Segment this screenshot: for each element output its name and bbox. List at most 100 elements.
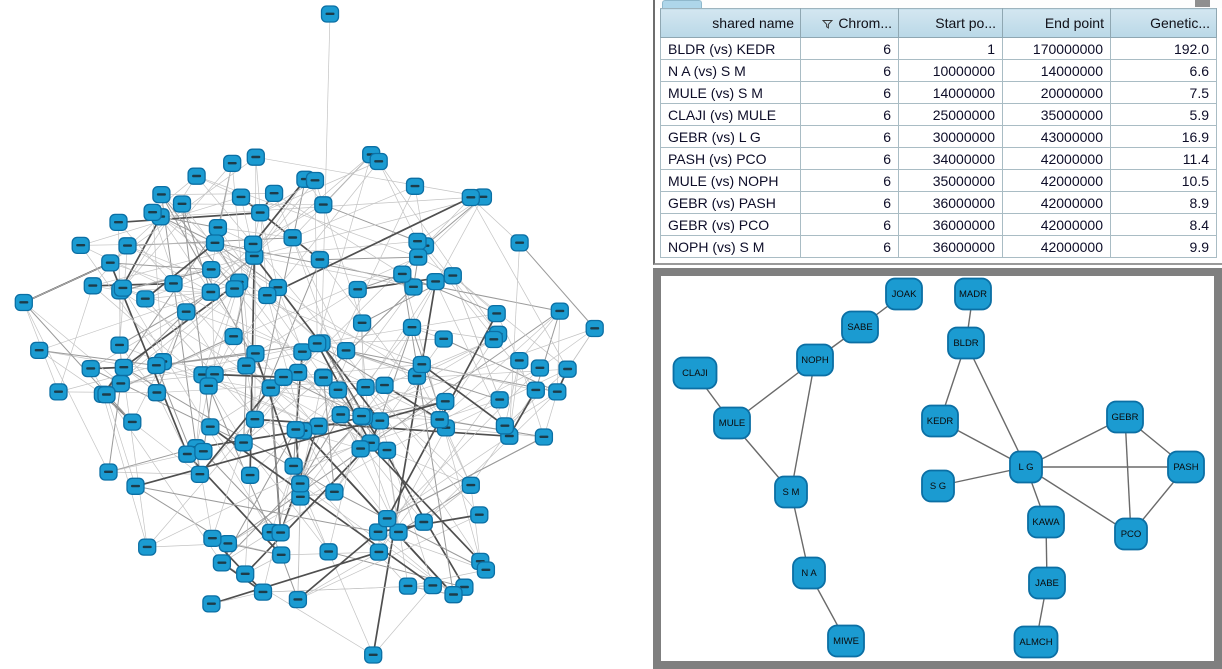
- network-edge[interactable]: [211, 551, 380, 605]
- network-node[interactable]: [534, 428, 554, 446]
- network-node[interactable]: [101, 254, 120, 272]
- network-edge[interactable]: [255, 156, 483, 198]
- network-edge[interactable]: [377, 367, 541, 533]
- network-node[interactable]: [310, 251, 330, 269]
- network-node[interactable]: [138, 538, 157, 556]
- network-edge[interactable]: [316, 343, 385, 386]
- network-edge[interactable]: [372, 585, 434, 656]
- network-edge[interactable]: [92, 285, 209, 387]
- table-row[interactable]: N A (vs) S M 6 10000000 14000000 6.6: [660, 59, 1217, 82]
- network-edge[interactable]: [452, 275, 568, 370]
- subnetwork-node-claji[interactable]: CLAJI: [672, 356, 718, 390]
- network-edge[interactable]: [210, 387, 271, 428]
- network-edge[interactable]: [217, 227, 293, 239]
- network-node[interactable]: [414, 513, 433, 531]
- network-edge[interactable]: [508, 242, 520, 437]
- network-edge[interactable]: [255, 157, 268, 296]
- subnetwork-node-gebr[interactable]: GEBR: [1106, 400, 1144, 434]
- network-edge[interactable]: [23, 302, 122, 384]
- network-edge[interactable]: [108, 383, 122, 473]
- network-node[interactable]: [118, 237, 137, 255]
- network-node[interactable]: [234, 434, 253, 452]
- network-node[interactable]: [14, 293, 33, 312]
- network-edge[interactable]: [337, 286, 414, 391]
- network-node[interactable]: [152, 185, 171, 204]
- network-edge[interactable]: [254, 241, 418, 257]
- network-edge[interactable]: [23, 262, 111, 303]
- network-edge[interactable]: [439, 419, 544, 438]
- network-node[interactable]: [351, 440, 370, 458]
- network-edge[interactable]: [144, 242, 216, 300]
- network-node[interactable]: [110, 336, 129, 354]
- network-edge[interactable]: [227, 310, 561, 545]
- network-edge[interactable]: [384, 327, 413, 386]
- network-edge[interactable]: [323, 204, 418, 242]
- network-edge[interactable]: [424, 245, 499, 335]
- network-edge[interactable]: [384, 339, 494, 386]
- network-edge[interactable]: [319, 259, 440, 420]
- network-node[interactable]: [225, 280, 244, 298]
- subnetwork-node-jabe[interactable]: JABE: [1028, 566, 1066, 600]
- network-node[interactable]: [470, 506, 489, 524]
- network-node[interactable]: [201, 283, 220, 301]
- network-edge[interactable]: [58, 365, 157, 393]
- network-edge[interactable]: [254, 255, 414, 288]
- network-node[interactable]: [510, 351, 529, 370]
- network-edge[interactable]: [127, 245, 211, 293]
- network-node[interactable]: [530, 359, 550, 377]
- network-edge[interactable]: [161, 194, 235, 290]
- network-node[interactable]: [356, 378, 375, 397]
- network-node[interactable]: [319, 543, 338, 561]
- network-node[interactable]: [202, 595, 221, 613]
- subnetwork-node-madr[interactable]: MADR: [954, 277, 992, 311]
- network-edge[interactable]: [120, 196, 483, 292]
- network-node[interactable]: [284, 457, 303, 475]
- network-edge[interactable]: [363, 339, 494, 418]
- network-node[interactable]: [314, 196, 333, 214]
- network-edge[interactable]: [379, 327, 413, 422]
- network-node[interactable]: [585, 319, 604, 338]
- network-node[interactable]: [208, 218, 228, 237]
- network-node[interactable]: [243, 235, 263, 253]
- network-edge[interactable]: [299, 414, 342, 485]
- network-edge[interactable]: [423, 391, 558, 523]
- network-node[interactable]: [402, 318, 422, 337]
- subnetwork-node-pco[interactable]: PCO: [1114, 517, 1148, 551]
- network-node[interactable]: [194, 442, 213, 461]
- column-header-chrom[interactable]: Chrom...: [800, 8, 899, 38]
- network-node[interactable]: [378, 509, 397, 528]
- network-node[interactable]: [30, 341, 49, 360]
- subnetwork-node-l-g[interactable]: L G: [1009, 450, 1043, 484]
- network-node[interactable]: [147, 384, 167, 402]
- network-edge[interactable]: [270, 387, 371, 444]
- network-edge[interactable]: [208, 385, 272, 533]
- network-edge[interactable]: [300, 385, 385, 498]
- network-node[interactable]: [510, 234, 529, 252]
- network-node[interactable]: [178, 445, 197, 463]
- network-node[interactable]: [286, 421, 305, 439]
- network-edge[interactable]: [535, 310, 561, 391]
- network-edge[interactable]: [266, 295, 304, 431]
- network-edge[interactable]: [196, 447, 213, 539]
- network-node[interactable]: [199, 377, 218, 395]
- network-node[interactable]: [490, 391, 509, 409]
- network-edge[interactable]: [328, 551, 374, 656]
- network-edge[interactable]: [293, 399, 500, 467]
- network-node[interactable]: [113, 279, 133, 297]
- network-edge[interactable]: [196, 175, 419, 258]
- network-node[interactable]: [172, 195, 192, 213]
- network-node[interactable]: [443, 267, 462, 285]
- network-node[interactable]: [314, 369, 333, 387]
- network-node[interactable]: [370, 412, 390, 430]
- network-node[interactable]: [331, 406, 350, 424]
- network-node[interactable]: [291, 475, 310, 493]
- network-edge[interactable]: [302, 430, 455, 596]
- network-node[interactable]: [348, 280, 367, 299]
- network-node[interactable]: [147, 356, 166, 375]
- table-row[interactable]: BLDR (vs) KEDR 6 1 170000000 192.0: [660, 37, 1217, 60]
- network-node[interactable]: [123, 413, 142, 431]
- network-edge[interactable]: [259, 212, 279, 288]
- network-edge[interactable]: [504, 391, 558, 427]
- network-node[interactable]: [389, 523, 408, 541]
- network-node[interactable]: [375, 376, 394, 394]
